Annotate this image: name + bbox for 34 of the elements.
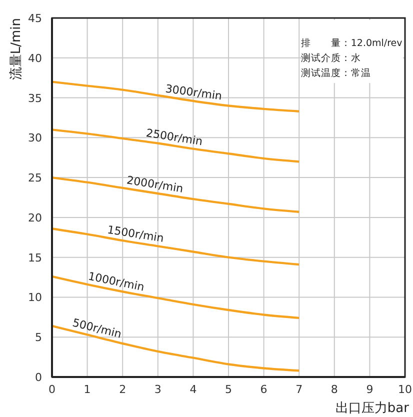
x-tick-label: 0: [48, 383, 56, 396]
line-series: [50, 176, 300, 213]
annotation: 测试温度：常温: [300, 67, 371, 79]
y-tick-label: 5: [35, 331, 42, 344]
x-tick-label: 8: [330, 383, 338, 396]
x-tick-label: 6: [260, 383, 268, 396]
text: 1500r/min: [106, 223, 165, 245]
text: 2000r/min: [126, 174, 184, 196]
y-tick-label: 45: [28, 12, 42, 25]
x-tick-label: 9: [366, 383, 374, 396]
x-tick-label: 2: [119, 383, 126, 396]
y-tick-label: 30: [28, 132, 42, 145]
x-tick-label: 3: [154, 383, 162, 396]
x-tick-label: 4: [190, 383, 197, 396]
x-tick-label: 7: [296, 383, 303, 396]
y-tick-label: 20: [28, 211, 42, 224]
annotation: 排 量：12.0ml/rev: [300, 37, 403, 49]
y-tick-label: 40: [28, 52, 42, 65]
y-tick-label: 0: [35, 371, 42, 384]
text: 2500r/min: [145, 126, 204, 148]
line-series: [50, 80, 300, 112]
x-axis-title: 出口压力bar: [335, 401, 410, 416]
y-tick-label: 10: [28, 291, 42, 304]
y-tick-label: 15: [28, 251, 42, 264]
line-series: [50, 228, 300, 266]
y-tick-label: 25: [28, 172, 42, 185]
text: 3000r/min: [164, 82, 223, 103]
x-tick-label: 5: [225, 383, 232, 396]
x-tick-label: 10: [398, 383, 412, 396]
y-axis-title: 流量L/min: [8, 18, 24, 80]
x-tick-label: 1: [84, 383, 91, 396]
annotation: 测试介质：水: [300, 52, 361, 64]
y-tick-label: 35: [28, 92, 42, 105]
line-series: [50, 128, 300, 163]
